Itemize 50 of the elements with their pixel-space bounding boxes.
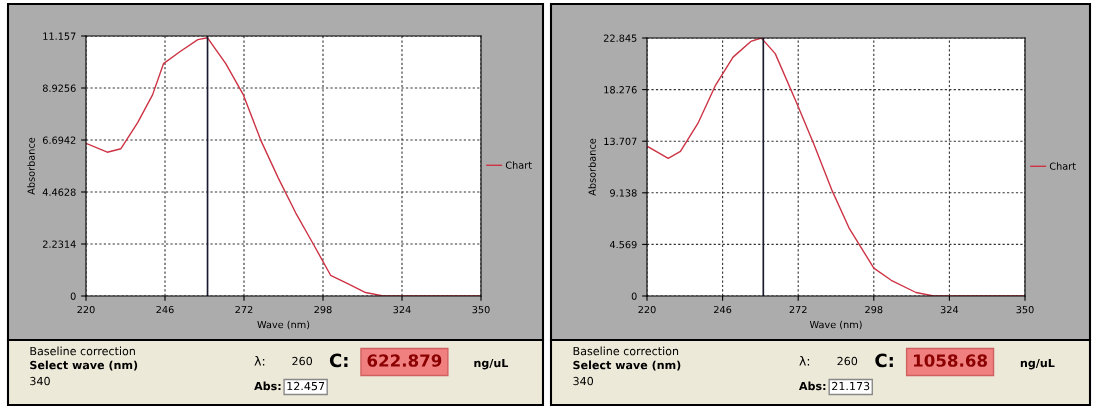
text: Abs: <box>798 381 826 391</box>
x-tick-label: 350 <box>472 305 490 314</box>
text: Baseline correction <box>30 346 135 356</box>
x-tick-label: 246 <box>714 305 732 314</box>
legend-label: Chart <box>1049 162 1076 170</box>
text: Select wave (nm) <box>30 360 138 371</box>
x-axis-title: Wave (nm) <box>809 320 862 330</box>
y-axis-title: Absorbance <box>588 138 596 196</box>
y-tick-label: 8.9256 <box>42 84 76 92</box>
text: ng/uL <box>1020 358 1055 370</box>
y-tick-label: 6.6942 <box>42 136 76 144</box>
text: 622.879 <box>367 354 442 367</box>
text: Select wave (nm) <box>573 360 681 371</box>
x-tick-label: 350 <box>1016 305 1034 314</box>
y-tick-label: 11.157 <box>43 32 76 40</box>
y-tick-label: 4.569 <box>609 240 637 249</box>
x-tick-label: 324 <box>940 305 959 314</box>
text: 21.173 <box>832 381 870 391</box>
text: Baseline correction <box>573 346 679 356</box>
x-tick-label: 246 <box>156 305 174 314</box>
y-axis-title: Absorbance <box>27 137 35 195</box>
text: 1058.68 <box>914 354 988 367</box>
y-tick-label: 2.2314 <box>42 240 76 248</box>
y-tick-label: 22.845 <box>603 34 637 42</box>
text: C: <box>875 353 893 368</box>
y-tick-label: 0 <box>631 292 637 300</box>
text: 260 <box>837 356 858 366</box>
x-axis-title: Wave (nm) <box>257 320 310 330</box>
legend-label: Chart <box>505 161 532 169</box>
x-tick-label: 220 <box>77 305 95 314</box>
text: ng/uL <box>474 358 509 370</box>
text: 340 <box>30 376 50 386</box>
y-tick-label: 18.276 <box>604 86 637 94</box>
text: 260 <box>292 356 313 366</box>
y-tick-label: 4.4628 <box>42 188 76 196</box>
text: 340 <box>573 376 594 386</box>
x-tick-label: 272 <box>235 305 253 314</box>
x-tick-label: 298 <box>865 305 883 314</box>
text: 12.457 <box>287 381 325 391</box>
y-tick-label: 9.138 <box>610 189 637 197</box>
x-tick-label: 272 <box>789 305 807 314</box>
x-tick-label: 298 <box>314 305 332 314</box>
x-tick-label: 324 <box>393 305 411 314</box>
text: λ: <box>254 355 265 366</box>
y-tick-label: 0 <box>70 292 76 300</box>
text: Abs: <box>254 381 281 391</box>
x-tick-label: 220 <box>638 305 656 314</box>
text: C: <box>329 353 348 368</box>
text: λ: <box>799 355 810 366</box>
y-tick-label: 13.707 <box>604 137 637 146</box>
